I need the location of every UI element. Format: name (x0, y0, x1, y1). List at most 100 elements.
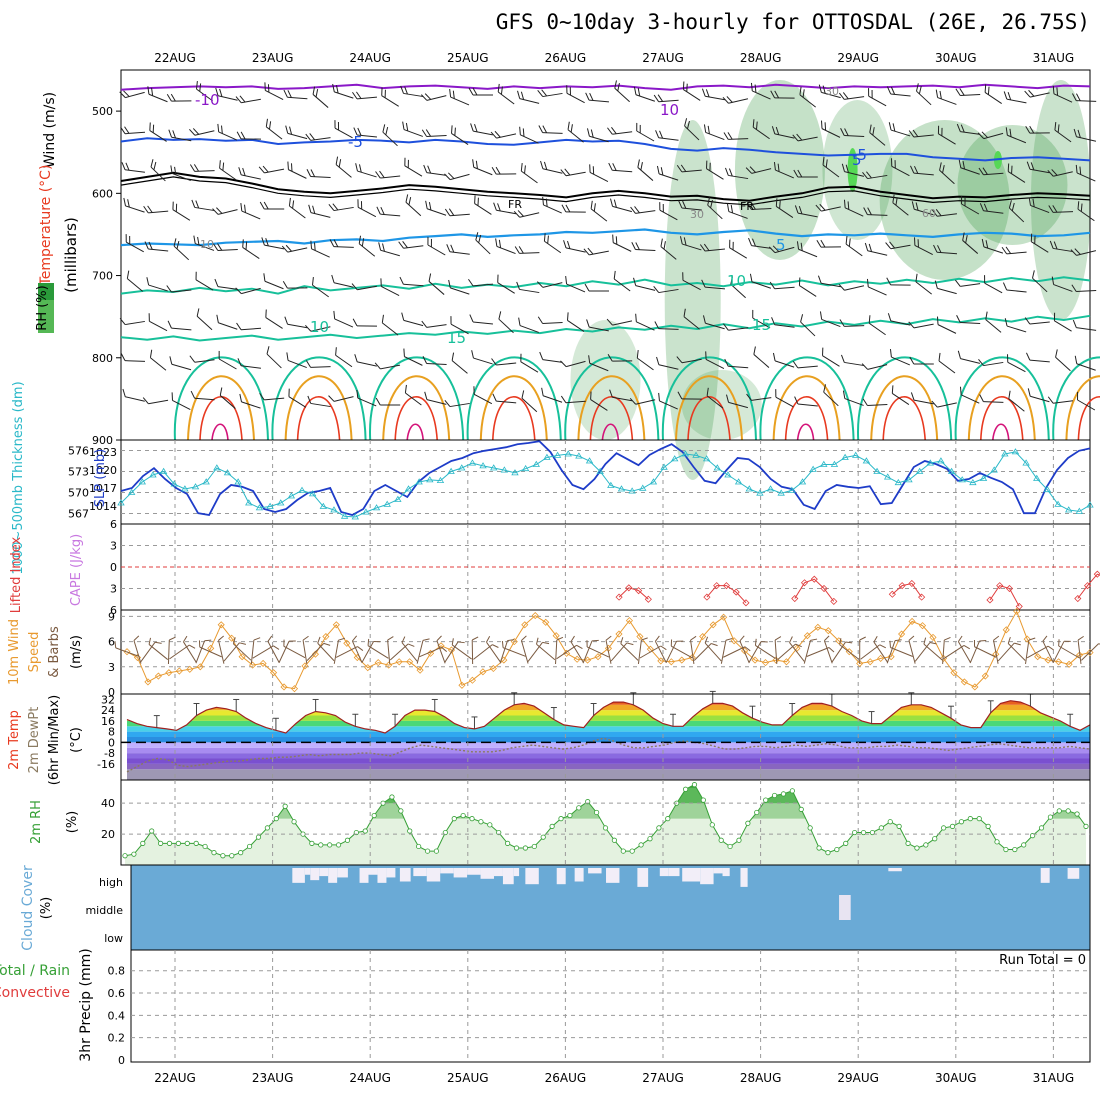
wind-barb (498, 311, 514, 334)
wind-barb-flag (775, 198, 778, 207)
wind-tick-label: 6 (108, 636, 115, 649)
rh2m-point (825, 850, 831, 856)
wind-barb-flag (636, 122, 638, 132)
wind-barb-flag (637, 88, 641, 97)
surface-wind-barb (973, 640, 997, 658)
wind-barb (794, 396, 818, 407)
rh2m-point (905, 840, 911, 846)
wind-barb-shaft (867, 250, 888, 256)
wind-barb (1072, 319, 1097, 331)
thickness-point (191, 483, 200, 490)
wind-barb (149, 122, 167, 142)
wind-barb (888, 122, 911, 137)
rh-band (125, 784, 1086, 804)
surface-wind-barb-flag (774, 636, 782, 641)
wind-barb-flag (474, 195, 476, 204)
wind-barb-flag (775, 389, 777, 398)
wind-barb-flag (752, 238, 756, 247)
wind-barb-flag (1034, 235, 1036, 244)
isotherm-warm-loop (187, 375, 255, 441)
wind-speed-point (583, 656, 592, 664)
wind-barb (495, 238, 516, 255)
wind-barb-shaft (799, 285, 817, 297)
wind-barb-shaft (938, 360, 956, 374)
wind-barb-shaft (937, 402, 957, 408)
wind-barb-flag (310, 240, 313, 249)
wind-barb-shaft (148, 284, 168, 292)
rh2m-point (166, 840, 173, 846)
wind-barb (931, 208, 957, 217)
cloud-cover-label: Cloud Cover (20, 865, 36, 951)
isotherm-freezing-double (120, 176, 1091, 206)
wind-barb (218, 350, 237, 370)
wind-barb-flag (285, 244, 292, 252)
wind-barb-flag (589, 164, 591, 173)
surface-wind-barb-shaft (444, 641, 459, 663)
wind-barb-shaft (707, 204, 723, 220)
wind-barb-shaft (451, 360, 468, 374)
wind-barb (1025, 125, 1050, 134)
wind-barb-flag (686, 120, 690, 129)
rh-shading (664, 120, 721, 480)
wind-barb-flag (872, 127, 875, 136)
surface-wind-barb (387, 636, 394, 664)
wind-barb (474, 195, 492, 215)
wind-barb-shaft (658, 99, 679, 103)
surface-wind-barb-flag (387, 636, 394, 641)
wind-barb-shaft (473, 357, 493, 365)
surface-wind-barb (223, 642, 247, 662)
wind-barb-shaft (1006, 98, 1027, 104)
cloud-gap-high (556, 868, 566, 885)
wind-barb-shaft (683, 89, 701, 101)
thickness-point (340, 512, 349, 519)
wind-speed-point (1075, 651, 1084, 659)
wind-barb-flag (659, 202, 661, 211)
lifted-index-point (1083, 582, 1092, 590)
thickness-point (351, 513, 359, 520)
wind-barb-shaft (1029, 359, 1050, 363)
wind-barb-shaft (404, 356, 423, 366)
wind-barb (242, 239, 260, 260)
wind-barb-shaft (450, 173, 470, 181)
wind-barb (633, 86, 656, 102)
wind-barb-shaft (171, 172, 191, 182)
wind-barb-shaft (658, 328, 679, 330)
surface-wind-barb-flag (457, 641, 465, 644)
wind-barb (612, 234, 632, 252)
wind-barb (772, 352, 795, 368)
wind-barb-shaft (612, 169, 633, 173)
wind-barb (1054, 122, 1072, 143)
wind-barb-flag (962, 232, 965, 241)
lifted-index-point (742, 599, 750, 607)
thickness-point (873, 467, 881, 474)
surface-wind-barb-shaft (306, 643, 325, 661)
wind-speed-line (126, 610, 1091, 690)
wind-barb-shaft (567, 319, 585, 333)
wind-barb-shaft (983, 172, 1004, 176)
wind-barb-flag (842, 390, 846, 399)
rh2m-point (949, 823, 956, 829)
wind-speed-point (678, 656, 686, 664)
wind-barb-flag (754, 84, 757, 93)
wind-barb-shaft (844, 398, 864, 406)
wind-barb (378, 242, 400, 257)
thickness-point (404, 485, 413, 492)
wind-barb-shaft (382, 131, 398, 147)
wind-barb-shaft (310, 212, 331, 218)
surface-wind-barb-shaft (148, 644, 169, 660)
wind-barb (1024, 89, 1050, 98)
wind-barb-shaft (357, 397, 377, 407)
wind-barb (403, 348, 423, 366)
wind-barb-flag (174, 166, 177, 175)
wind-speed-point (437, 642, 445, 650)
wind-barb-flag (189, 355, 196, 363)
wind-barb-shaft (426, 172, 447, 176)
surface-wind-barb-shaft (690, 640, 695, 664)
surface-wind-barb-flag (586, 640, 588, 647)
wind-barb-flag (262, 165, 269, 173)
wind-barb-flag (1003, 91, 1008, 100)
wind-barb (792, 360, 818, 369)
wind-speed-point (133, 653, 142, 662)
wind-barb-flag (1053, 241, 1058, 250)
wind-barb-shaft (1077, 208, 1095, 222)
